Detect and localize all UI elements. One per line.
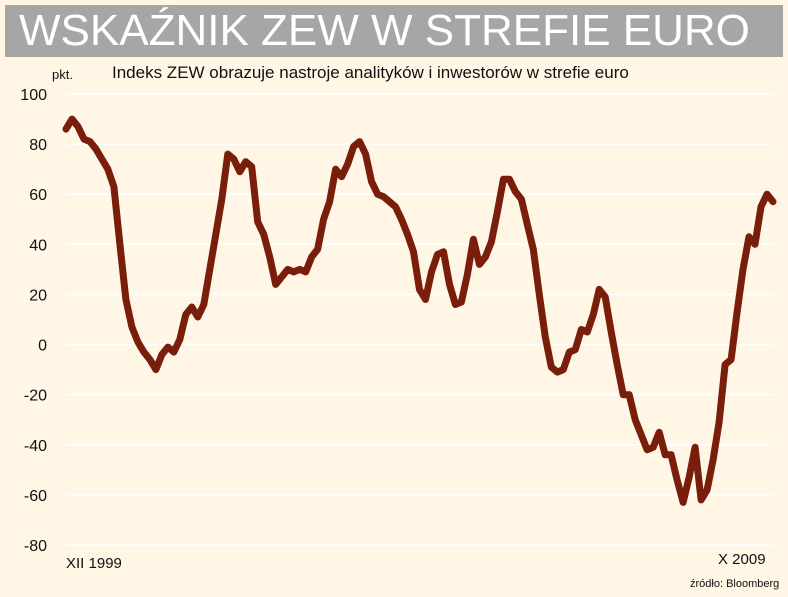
x-axis-start-label: XII 1999 [66,555,122,572]
series-layer [62,115,777,506]
y-tick-label: 20 [29,287,47,304]
y-tick-label: 100 [20,87,47,104]
y-tick-label: 40 [29,237,47,254]
y-tick-label: 80 [29,137,47,154]
y-tick-label: -20 [24,388,47,405]
series-line [62,115,777,506]
y-tick-label: 60 [29,187,47,204]
chart-title: WSKAŹNIK ZEW W STREFIE EURO [5,5,783,57]
y-tick-label: -40 [24,438,47,455]
y-tick-labels: 100 80 60 40 20 0 -20 -40 -60 -80 [20,87,47,555]
grid-lines [66,93,773,546]
y-tick-label: -60 [24,488,47,505]
x-axis-end-label: X 2009 [718,551,766,568]
y-tick-label: 0 [38,338,47,355]
source-note: źródło: Bloomberg [690,578,780,590]
chart-subtitle: Indeks ZEW obrazuje nastroje analityków … [112,63,629,82]
y-axis-unit-label: pkt. [52,67,73,82]
y-tick-label: -80 [24,538,47,555]
